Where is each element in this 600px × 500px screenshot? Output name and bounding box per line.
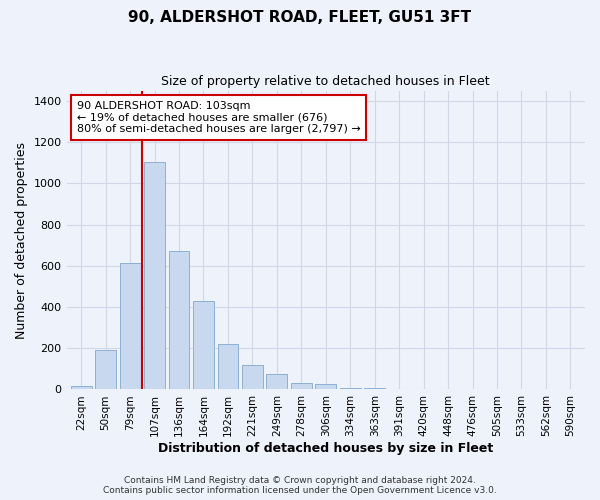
Bar (193, 301, 214, 390)
Bar (266, 374, 287, 390)
Bar (291, 384, 312, 390)
Bar (169, 252, 190, 390)
Bar (242, 364, 263, 390)
X-axis label: Distribution of detached houses by size in Fleet: Distribution of detached houses by size … (158, 442, 493, 455)
Bar (144, 162, 165, 390)
Bar (120, 262, 140, 390)
Bar (316, 384, 336, 390)
Y-axis label: Number of detached properties: Number of detached properties (15, 142, 28, 338)
Bar (340, 388, 361, 390)
Bar (71, 386, 92, 390)
Title: Size of property relative to detached houses in Fleet: Size of property relative to detached ho… (161, 75, 490, 88)
Text: 90, ALDERSHOT ROAD, FLEET, GU51 3FT: 90, ALDERSHOT ROAD, FLEET, GU51 3FT (128, 10, 472, 25)
Bar (364, 388, 385, 390)
Bar (218, 344, 238, 390)
Text: 90 ALDERSHOT ROAD: 103sqm
← 19% of detached houses are smaller (676)
80% of semi: 90 ALDERSHOT ROAD: 103sqm ← 19% of detac… (77, 101, 361, 134)
Text: Contains HM Land Registry data © Crown copyright and database right 2024.
Contai: Contains HM Land Registry data © Crown c… (103, 476, 497, 495)
Bar (95, 350, 116, 390)
